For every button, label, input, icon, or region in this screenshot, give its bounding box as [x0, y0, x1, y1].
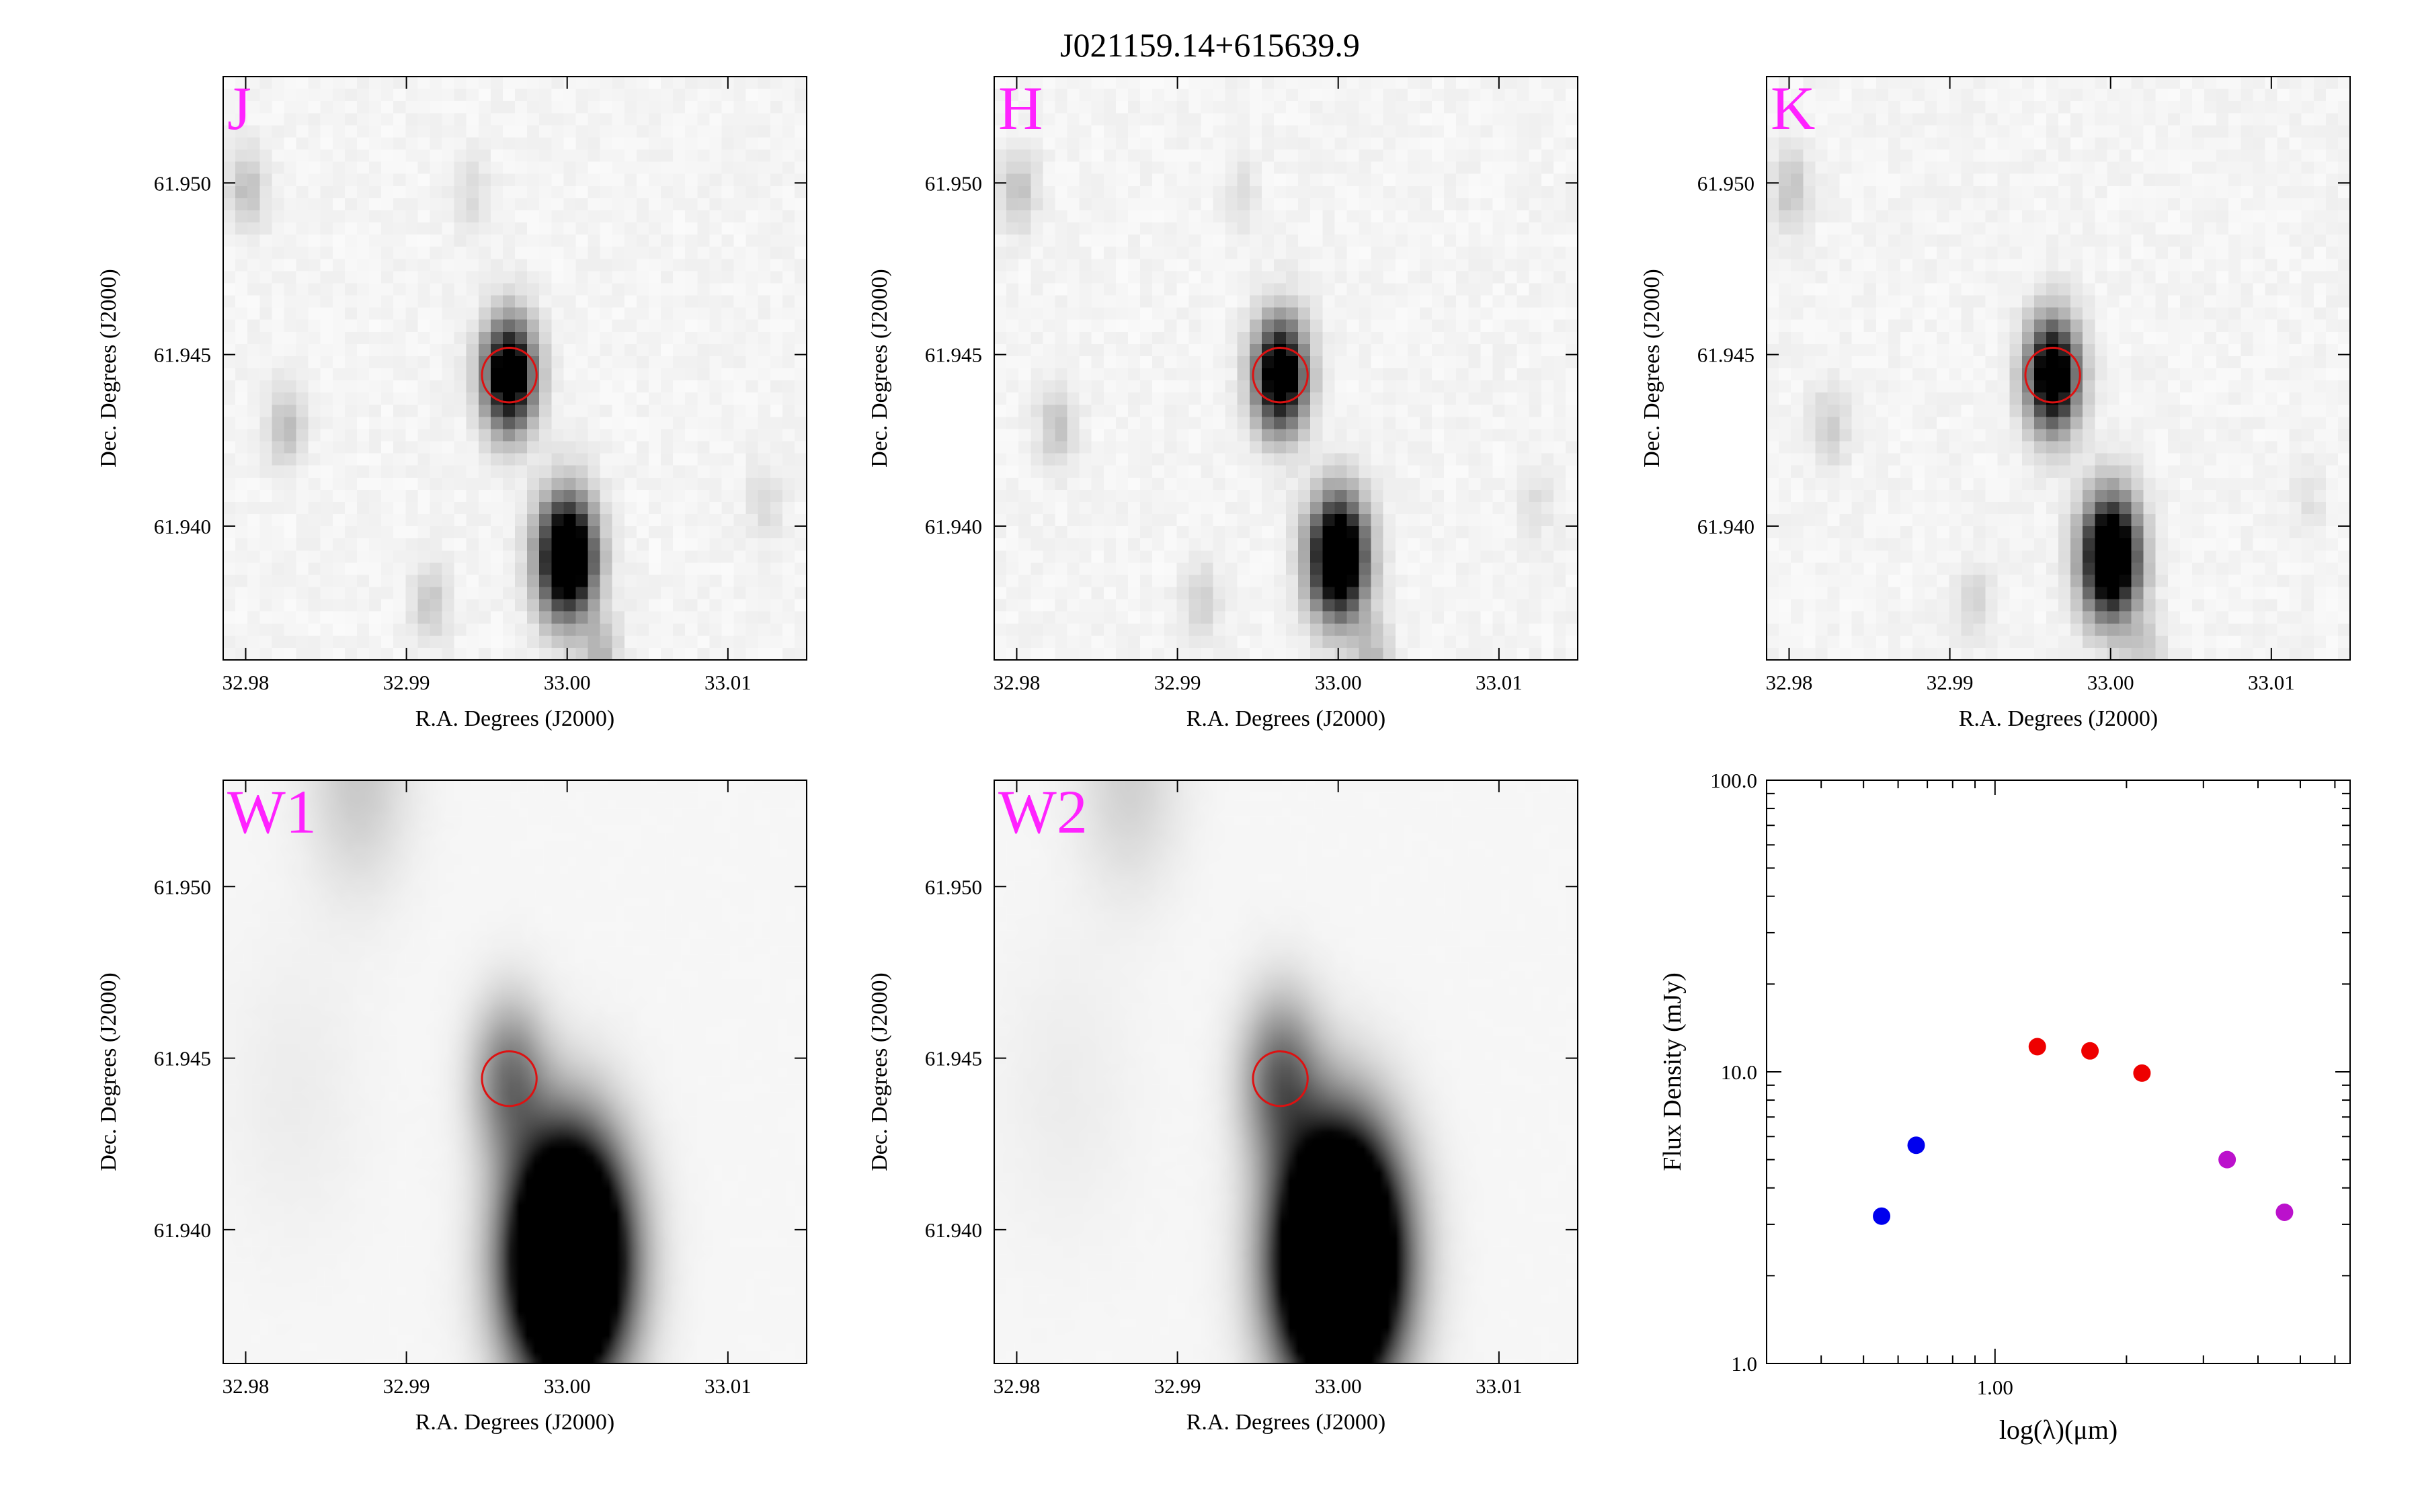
sed-point	[2028, 1038, 2046, 1056]
x-tick-label: 32.99	[1154, 671, 1201, 694]
x-tick-label: 32.99	[1927, 671, 1974, 694]
y-axis-label: Dec. Degrees (J2000)	[96, 972, 121, 1171]
x-tick-label: 32.98	[223, 1374, 270, 1398]
x-tick-label: 1.00	[1977, 1376, 2013, 1399]
y-tick-label: 61.950	[1697, 171, 1755, 195]
target-circle	[2024, 347, 2081, 404]
y-axis-label: Dec. Degrees (J2000)	[1640, 269, 1664, 468]
sed-point	[2133, 1064, 2151, 1082]
plot-frame	[1766, 780, 2351, 1364]
plot-frame	[994, 76, 1578, 661]
x-axis-label: R.A. Degrees (J2000)	[1959, 706, 2159, 731]
target-circle	[1252, 347, 1309, 404]
x-tick-label: 32.98	[994, 1374, 1041, 1398]
y-tick-label: 61.950	[154, 171, 211, 195]
target-circle	[1252, 1050, 1309, 1107]
x-tick-label: 33.00	[544, 1374, 591, 1398]
x-tick-label: 32.98	[994, 671, 1041, 694]
target-circle	[481, 347, 538, 404]
y-tick-label: 61.945	[154, 1047, 211, 1070]
x-axis-label: R.A. Degrees (J2000)	[1186, 1410, 1386, 1435]
y-tick-label: 61.940	[154, 1218, 211, 1242]
sed-point	[1873, 1207, 1891, 1225]
x-tick-label: 32.99	[1154, 1374, 1201, 1398]
image-panel-j: J 32.98 32.99 33.00 33.01 61.940 61.945 61.950 R…	[96, 74, 807, 731]
plot-frame	[223, 780, 807, 1364]
sed-point	[2081, 1042, 2099, 1060]
sed-point	[1907, 1136, 1925, 1154]
y-axis-label: Dec. Degrees (J2000)	[867, 972, 892, 1171]
y-tick-label: 61.945	[154, 343, 211, 367]
sky-image	[1767, 77, 2350, 660]
band-label: K	[1771, 74, 1815, 142]
sky-image	[994, 780, 1578, 1363]
band-label: W1	[227, 778, 317, 846]
y-tick-label: 61.940	[1697, 515, 1755, 538]
x-tick-label: 32.99	[383, 1374, 430, 1398]
band-label: J	[227, 74, 251, 142]
x-axis-label: R.A. Degrees (J2000)	[1186, 706, 1386, 731]
y-axis-label: Dec. Degrees (J2000)	[867, 269, 892, 468]
plot-frame	[1766, 76, 2351, 661]
image-panel-k: K 32.98 32.99 33.00 33.01 61.940 61.945 61.950 R…	[1640, 74, 2351, 731]
plot-frame	[223, 76, 807, 661]
band-label: W2	[998, 778, 1088, 846]
x-tick-label: 33.00	[1315, 671, 1362, 694]
x-axis-label: log(λ)(μm)	[1999, 1415, 2118, 1445]
x-tick-label: 33.00	[1315, 1374, 1362, 1398]
x-tick-label: 33.01	[2248, 671, 2295, 694]
x-tick-label: 32.98	[223, 671, 270, 694]
plot-frame	[994, 780, 1578, 1364]
sed-panel: 1.00 1.0 10.0 100.0 log(λ)(μm) Flux Density (…	[1658, 769, 2351, 1445]
y-tick-label: 61.945	[1697, 343, 1755, 367]
y-tick-label: 61.950	[925, 171, 982, 195]
sed-point	[2218, 1150, 2236, 1169]
x-axis-label: R.A. Degrees (J2000)	[415, 706, 615, 731]
x-tick-label: 33.00	[2087, 671, 2134, 694]
x-tick-label: 33.01	[704, 671, 752, 694]
target-circle	[481, 1050, 538, 1107]
y-tick-label: 100.0	[1710, 769, 1757, 792]
band-label: H	[998, 74, 1043, 142]
sky-image	[994, 77, 1578, 660]
y-tick-label: 61.950	[925, 875, 982, 898]
x-tick-label: 33.01	[1476, 671, 1523, 694]
x-tick-label: 32.99	[383, 671, 430, 694]
y-tick-label: 61.940	[154, 515, 211, 538]
x-tick-label: 32.98	[1766, 671, 1813, 694]
y-tick-label: 61.940	[925, 1218, 982, 1242]
sky-image	[223, 77, 807, 660]
panels-layer: J 32.98 32.99 33.00 33.01 61.940 61.945 61.950 R…	[96, 74, 2351, 1445]
y-axis-label: Flux Density (mJy)	[1658, 972, 1687, 1171]
image-panel-h: H 32.98 32.99 33.00 33.01 61.940 61.945 61.950 R…	[867, 74, 1578, 731]
sky-image	[223, 780, 807, 1363]
image-panel-w2: W2 32.98 32.99 33.00 33.01 61.940 61.945 61.950…	[867, 778, 1578, 1435]
sed-point	[2275, 1203, 2294, 1221]
x-axis-label: R.A. Degrees (J2000)	[415, 1410, 615, 1435]
y-tick-label: 10.0	[1721, 1060, 1757, 1084]
image-panel-w1: W1 32.98 32.99 33.00 33.01 61.940 61.945 61.950…	[96, 778, 807, 1435]
y-tick-label: 61.950	[154, 875, 211, 898]
y-tick-label: 61.945	[925, 343, 982, 367]
x-tick-label: 33.01	[1476, 1374, 1523, 1398]
y-tick-label: 61.940	[925, 515, 982, 538]
y-axis-label: Dec. Degrees (J2000)	[96, 269, 121, 468]
x-tick-label: 33.00	[544, 671, 591, 694]
figure-title: J021159.14+615639.9	[1060, 26, 1360, 64]
y-tick-label: 61.945	[925, 1047, 982, 1070]
x-tick-label: 33.01	[704, 1374, 752, 1398]
y-tick-label: 1.0	[1731, 1352, 1757, 1376]
